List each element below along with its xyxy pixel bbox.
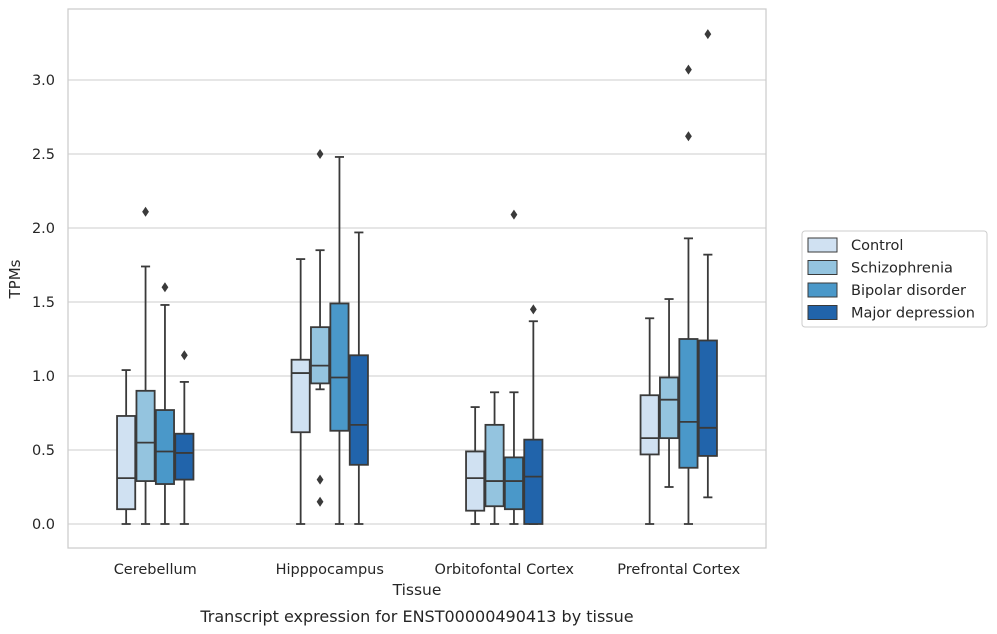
y-axis-label: TPMs <box>6 259 24 299</box>
box-body <box>154 409 175 485</box>
y-tick-label: 1.5 <box>32 295 55 311</box>
outlier-point <box>180 350 188 361</box>
x-tick-label: Prefrontal Cortex <box>617 562 740 578</box>
outlier-point <box>316 149 324 159</box>
outlier-point <box>161 282 169 293</box>
legend-label: Major depression <box>851 306 975 322</box>
outlier-point <box>685 64 692 75</box>
box-body <box>678 338 699 469</box>
box-body <box>639 394 660 456</box>
y-tick-label: 2.5 <box>32 147 55 163</box>
series-bipolar-disorder <box>154 64 699 525</box>
outlier-point <box>685 131 692 142</box>
outlier-point <box>529 304 537 315</box>
legend-swatch <box>807 305 838 320</box>
legend-label: Control <box>851 238 903 254</box>
legend-swatch <box>807 260 838 275</box>
outlier-point <box>142 206 149 217</box>
y-tick-label: 0.0 <box>32 517 55 533</box>
series-major-depression <box>174 29 718 525</box>
y-tick-label: 3.0 <box>32 73 55 89</box>
outlier-point <box>510 209 518 220</box>
y-tick-labels: 0.0 0.5 1.0 1.5 2.0 2.5 3.0 <box>32 73 55 533</box>
legend-swatch <box>807 282 838 298</box>
plot-area-frame <box>67 8 767 549</box>
legend-frame <box>801 230 988 328</box>
series-control <box>116 258 660 525</box>
y-tick-label: 0.5 <box>32 443 55 459</box>
box-body <box>174 432 195 481</box>
box-body <box>484 423 505 508</box>
box-body <box>348 354 369 466</box>
y-tick-label: 2.0 <box>32 221 55 237</box>
box-body <box>329 302 350 432</box>
box-body <box>116 415 137 511</box>
legend: Control Schizophrenia Bipolar disorder Majo… <box>801 230 988 328</box>
outlier-point <box>316 474 324 485</box>
box-body <box>290 358 311 434</box>
box-plot-series <box>116 29 718 525</box>
box-body <box>465 450 486 512</box>
x-tick-label: Hipppocampus <box>276 562 384 578</box>
box-body <box>503 456 524 511</box>
box-body <box>310 326 331 385</box>
outlier-point <box>704 29 712 40</box>
x-tick-label: Cerebellum <box>114 562 197 578</box>
box-body <box>135 389 156 482</box>
series-schizophrenia <box>135 149 680 525</box>
box-body <box>659 376 680 440</box>
chart-caption: Transcript expression for ENST0000049041… <box>199 607 633 626</box>
legend-label: Schizophrenia <box>851 261 953 277</box>
legend-label: Bipolar disorder <box>851 283 966 299</box>
outlier-point <box>316 496 324 507</box>
legend-swatch <box>807 237 838 253</box>
box-body <box>697 339 718 457</box>
x-axis-label: Tissue <box>392 581 442 599</box>
y-tick-label: 1.0 <box>32 369 55 385</box>
x-tick-label: Orbitofontal Cortex <box>435 562 575 578</box>
x-tick-labels: Cerebellum Hipppocampus Orbitofontal Corte… <box>114 562 741 578</box>
box-body <box>523 438 544 525</box>
